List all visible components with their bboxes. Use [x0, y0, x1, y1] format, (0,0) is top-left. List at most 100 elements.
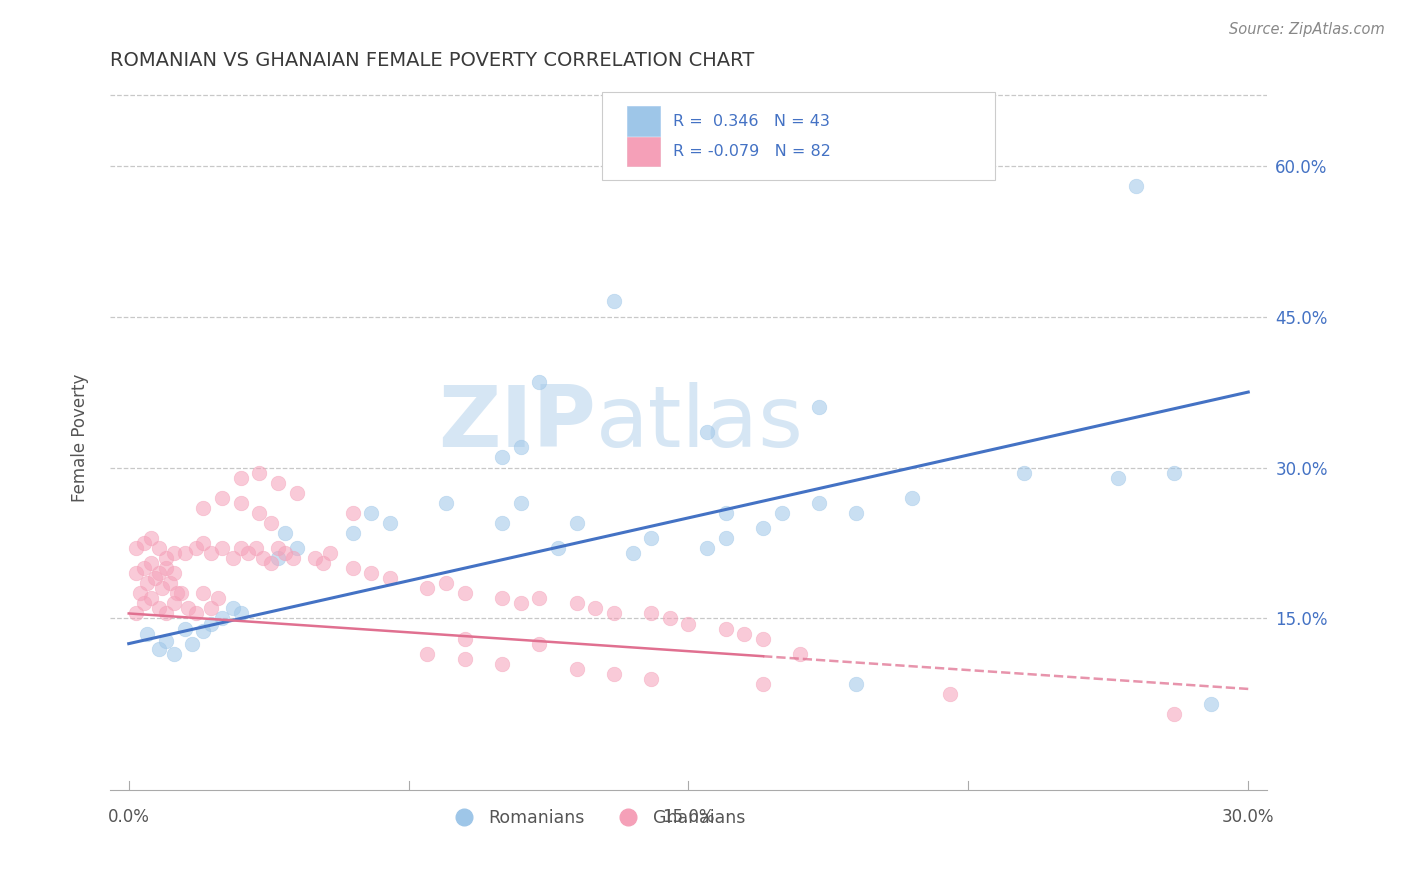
Point: [211, 541, 233, 555]
Point: [640, 672, 662, 686]
Point: [162, 647, 184, 661]
Text: ROMANIAN VS GHANAIAN FEMALE POVERTY CORRELATION CHART: ROMANIAN VS GHANAIAN FEMALE POVERTY CORR…: [110, 51, 755, 70]
Point: [252, 551, 274, 566]
Point: [155, 561, 177, 575]
Point: [342, 506, 364, 520]
Point: [229, 541, 252, 555]
Point: [285, 485, 308, 500]
Point: [752, 521, 775, 535]
Point: [714, 531, 737, 545]
Point: [1125, 178, 1147, 193]
Text: Source: ZipAtlas.com: Source: ZipAtlas.com: [1229, 22, 1385, 37]
Point: [714, 622, 737, 636]
Point: [132, 596, 155, 610]
Point: [274, 525, 297, 540]
Point: [236, 546, 259, 560]
Point: [247, 466, 270, 480]
Point: [1107, 470, 1129, 484]
Point: [148, 541, 170, 555]
Point: [162, 566, 184, 581]
Point: [229, 496, 252, 510]
Point: [696, 425, 718, 440]
Point: [491, 591, 513, 606]
Point: [125, 541, 148, 555]
Point: [1014, 466, 1036, 480]
Point: [181, 637, 204, 651]
Point: [222, 551, 245, 566]
Point: [148, 641, 170, 656]
Point: [529, 637, 551, 651]
Point: [193, 624, 215, 638]
Point: [491, 516, 513, 530]
Point: [360, 506, 382, 520]
Point: [547, 541, 569, 555]
Point: [565, 596, 588, 610]
Point: [901, 491, 924, 505]
Point: [245, 541, 267, 555]
Point: [603, 607, 626, 621]
Point: [159, 576, 181, 591]
Point: [129, 586, 152, 600]
Point: [211, 491, 233, 505]
Point: [1163, 707, 1185, 722]
Point: [136, 626, 159, 640]
Legend: Romanians, Ghanaians: Romanians, Ghanaians: [440, 802, 752, 834]
Point: [193, 500, 215, 515]
Point: [155, 633, 177, 648]
Point: [148, 566, 170, 581]
Point: [177, 601, 200, 615]
Point: [267, 551, 290, 566]
Point: [229, 470, 252, 484]
Point: [193, 586, 215, 600]
Point: [529, 375, 551, 389]
Point: [304, 551, 326, 566]
Point: [259, 556, 281, 570]
Point: [509, 441, 531, 455]
Point: [714, 506, 737, 520]
Point: [267, 541, 290, 555]
Point: [509, 596, 531, 610]
Point: [416, 647, 439, 661]
Point: [583, 601, 606, 615]
Point: [733, 626, 755, 640]
Point: [200, 546, 222, 560]
Point: [139, 591, 162, 606]
Point: [211, 611, 233, 625]
Point: [281, 551, 304, 566]
Point: [770, 506, 793, 520]
Point: [360, 566, 382, 581]
Point: [378, 571, 401, 585]
Point: [184, 607, 207, 621]
Point: [229, 607, 252, 621]
Point: [207, 591, 229, 606]
Point: [132, 536, 155, 550]
Point: [274, 546, 297, 560]
Point: [193, 536, 215, 550]
Point: [125, 566, 148, 581]
Point: [319, 546, 342, 560]
Point: [259, 516, 281, 530]
Point: [845, 506, 868, 520]
Point: [752, 677, 775, 691]
Point: [938, 687, 960, 701]
Point: [658, 611, 681, 625]
Point: [155, 551, 177, 566]
Text: ZIP: ZIP: [439, 382, 596, 465]
Point: [603, 666, 626, 681]
Point: [603, 294, 626, 309]
FancyBboxPatch shape: [602, 92, 995, 180]
Point: [640, 531, 662, 545]
Point: [529, 591, 551, 606]
Point: [162, 596, 184, 610]
Point: [752, 632, 775, 646]
Point: [143, 571, 166, 585]
Point: [200, 616, 222, 631]
Point: [173, 546, 195, 560]
Point: [640, 607, 662, 621]
Point: [222, 601, 245, 615]
Point: [162, 546, 184, 560]
Point: [565, 662, 588, 676]
Point: [565, 516, 588, 530]
Point: [434, 576, 457, 591]
Point: [173, 622, 195, 636]
